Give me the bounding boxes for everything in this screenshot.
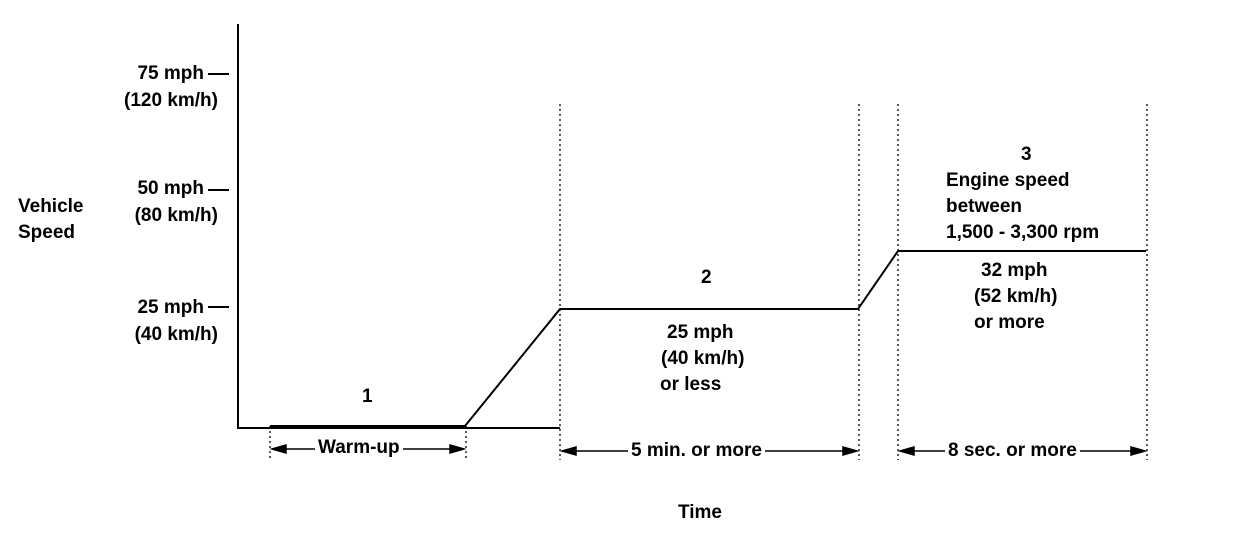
phase-3-speed-note: or more [974, 312, 1045, 333]
y-tick-label-50-kmh: (80 km/h) [90, 203, 218, 229]
y-tick-label-50: 50 mph [100, 176, 204, 202]
phase-2-speed: 25 mph (40 km/h) or less [660, 320, 744, 398]
y-axis-title: Vehicle Speed [18, 194, 84, 246]
phase-2-speed-note: or less [660, 374, 722, 395]
phase-2-number: 2 [701, 267, 712, 288]
phase-3-condition: Engine speed between 1,500 - 3,300 rpm [946, 168, 1099, 246]
phase-3-speed-mph: 32 mph [981, 260, 1048, 281]
y-tick-label-75: 75 mph [100, 61, 204, 87]
phase-2-duration: 5 min. or more [628, 438, 765, 464]
y-axis-title-line2: Speed [18, 222, 76, 243]
phase-boundaries [269, 104, 1148, 460]
phase-2-speed-mph: 25 mph [667, 322, 734, 343]
y-tick-50-kmh: (80 km/h) [134, 205, 218, 226]
y-tick-75-kmh: (120 km/h) [124, 90, 218, 111]
y-tick-50-mph: 50 mph [137, 178, 204, 199]
y-tick-label-25: 25 mph [100, 295, 204, 321]
speed-profile-line [270, 250, 1146, 427]
phase-1-number: 1 [362, 386, 373, 407]
arrow-phase3-left-head [897, 446, 915, 456]
arrow-warmup-right-head [449, 444, 467, 454]
phase-3-number: 3 [1021, 144, 1032, 165]
phase-3-speed-kmh: (52 km/h) [974, 286, 1058, 307]
arrow-phase2-left-head [559, 446, 577, 456]
arrow-phase2-right-head [842, 446, 860, 456]
y-tick-25-kmh: (40 km/h) [134, 324, 218, 345]
phase-3-duration: 8 sec. or more [945, 438, 1080, 464]
phase-2-speed-kmh: (40 km/h) [661, 348, 745, 369]
y-tick-75-mph: 75 mph [137, 63, 204, 84]
phase-3-speed: 32 mph (52 km/h) or more [974, 258, 1057, 336]
arrow-phase3-right-head [1130, 446, 1148, 456]
phase-3-condition-line1: Engine speed [946, 170, 1070, 191]
x-axis-title: Time [678, 502, 723, 523]
phase-3-condition-line2: between [946, 196, 1023, 217]
y-tick-25-mph: 25 mph [137, 297, 204, 318]
phase-3-condition-line3: 1,500 - 3,300 rpm [946, 222, 1100, 243]
y-tick-label-75-kmh: (120 km/h) [90, 88, 218, 114]
y-axis-title-line1: Vehicle [18, 196, 84, 217]
y-tick-label-25-kmh: (40 km/h) [90, 322, 218, 348]
phase-1-duration: Warm-up [315, 435, 403, 461]
duration-arrows [269, 444, 1148, 456]
arrow-warmup-left-head [269, 444, 287, 454]
